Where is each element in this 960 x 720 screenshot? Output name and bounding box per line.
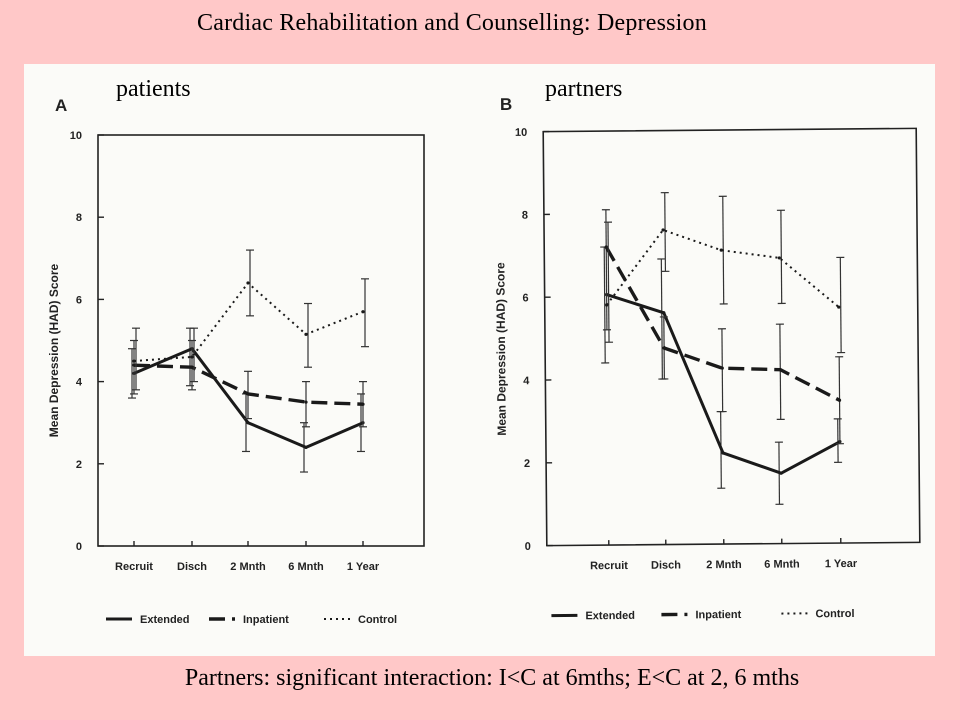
panel-B-inpatient-point [720, 366, 724, 370]
panel-B-inpatient-errorbar [779, 324, 782, 420]
panel-A-chart: A 0 2 4 6 8 10 Mean Depression (HAD) Score Recru… [47, 96, 425, 626]
panel-A-xtick-label: 1 Year [347, 561, 380, 573]
patients-label: patients [116, 76, 191, 102]
panel-A-ylabel: Mean Depression (HAD) Score [47, 263, 61, 437]
panel-B-extended-errorbar [660, 258, 663, 380]
panel-B-inpatient-errorbar [605, 209, 608, 330]
panel-B-legend-extended-label: Extended [585, 610, 635, 622]
panel-A-ytick-label: 4 [76, 377, 83, 389]
partners-label: partners [545, 76, 623, 102]
panel-A-ytick-label: 8 [76, 212, 82, 224]
panel-B-ylabel: Mean Depression (HAD) Score [493, 262, 509, 436]
panel-B-ytick-label: 6 [522, 292, 528, 304]
panel-B-xtick-label: Disch [651, 559, 681, 571]
panel-A-ytick-label: 2 [76, 459, 82, 471]
panel-B-control-errorbar [664, 192, 667, 272]
panel-A-control-point [132, 359, 136, 363]
panel-B-ytick-label: 8 [522, 210, 528, 222]
panel-B-control-point [661, 228, 665, 232]
panel-B-inpatient-errorbar [721, 328, 724, 412]
panel-A-xtick-label: 2 Mnth [230, 561, 266, 573]
panel-B-inpatient-point [778, 368, 782, 372]
panel-A-inpatient-point [246, 392, 250, 396]
panel-A-inpatient-point [132, 363, 136, 367]
slide-title: Cardiac Rehabilitation and Counselling: … [197, 10, 707, 36]
panel-B-legend-control-label: Control [815, 608, 854, 620]
panel-A-control-point [361, 310, 365, 314]
panel-A-control-point [190, 355, 194, 359]
panel-B-chart: B 0 2 4 6 8 10 Mean Depression (HAD) Score Recru… [493, 95, 921, 622]
caption: Partners: significant interaction: I<C a… [184, 665, 800, 691]
panel-A-extended-point [304, 445, 308, 449]
panel-B-xtick-label: Recruit [590, 560, 628, 572]
panel-A-xtick-label: 6 Mnth [288, 561, 324, 573]
panel-B-control-errorbar [839, 257, 842, 353]
panel-B-ytick-label: 2 [524, 458, 530, 470]
panel-B-control-errorbar [607, 222, 610, 343]
panel-A-xtick-label: Recruit [115, 561, 153, 573]
figure-panel: A 0 2 4 6 8 10 Mean Depression (HAD) Score Recru… [24, 64, 935, 656]
panel-A-legend-control-label: Control [358, 614, 397, 626]
panel-A-plot-frame [97, 134, 425, 547]
panel-B-inpatient-point [604, 245, 608, 249]
panel-B-xtick-label: 2 Mnth [706, 559, 742, 571]
panel-B-ytick-label: 0 [525, 541, 531, 553]
panel-B-extended-point [721, 451, 725, 455]
panel-A-letter: A [55, 96, 67, 115]
panel-B-control-errorbar [780, 210, 783, 304]
panel-B-control-point [605, 303, 609, 307]
panel-A-inpatient-point [361, 402, 365, 406]
panel-B-inpatient-series-line [604, 246, 841, 402]
panel-A-ytick-label: 10 [70, 130, 82, 142]
panel-B-ytick-label: 10 [515, 127, 527, 139]
panel-B-control-point [719, 248, 723, 252]
panel-A-legend-extended-label: Extended [140, 614, 190, 626]
panel-B-inpatient-point [837, 398, 842, 402]
panel-A-control-series-line [133, 282, 364, 362]
panel-B-legend-inpatient-label: Inpatient [695, 609, 741, 621]
panel-B-control-point [837, 305, 841, 309]
panel-A-extended-point [246, 421, 250, 425]
panel-A-xtick-label: Disch [177, 561, 207, 573]
figure-svg: A 0 2 4 6 8 10 Mean Depression (HAD) Score Recru… [47, 95, 921, 626]
panel-A-legend-inpatient-label: Inpatient [243, 614, 289, 626]
panel-B-extended-point [779, 471, 783, 475]
panel-B-inpatient-point [662, 346, 666, 350]
panel-A-ytick-label: 0 [76, 541, 82, 553]
panel-B-control-series-line [605, 228, 840, 308]
panel-B-extended-errorbar [603, 247, 606, 363]
panel-A-inpatient-point [304, 400, 308, 404]
panel-B-extended-point [662, 311, 666, 315]
panel-A-ytick-label: 6 [76, 294, 82, 306]
panel-A-control-point [246, 281, 250, 285]
panel-B-xtick-label: 1 Year [825, 558, 858, 570]
panel-B-plot-frame [542, 127, 921, 547]
panel-B-letter: B [500, 95, 512, 114]
panel-A-inpatient-point [190, 365, 194, 369]
panel-A-control-point [304, 332, 308, 336]
panel-B-ytick-label: 4 [523, 375, 530, 387]
panel-B-control-point [777, 256, 781, 260]
panel-B-xtick-label: 6 Mnth [764, 558, 800, 570]
